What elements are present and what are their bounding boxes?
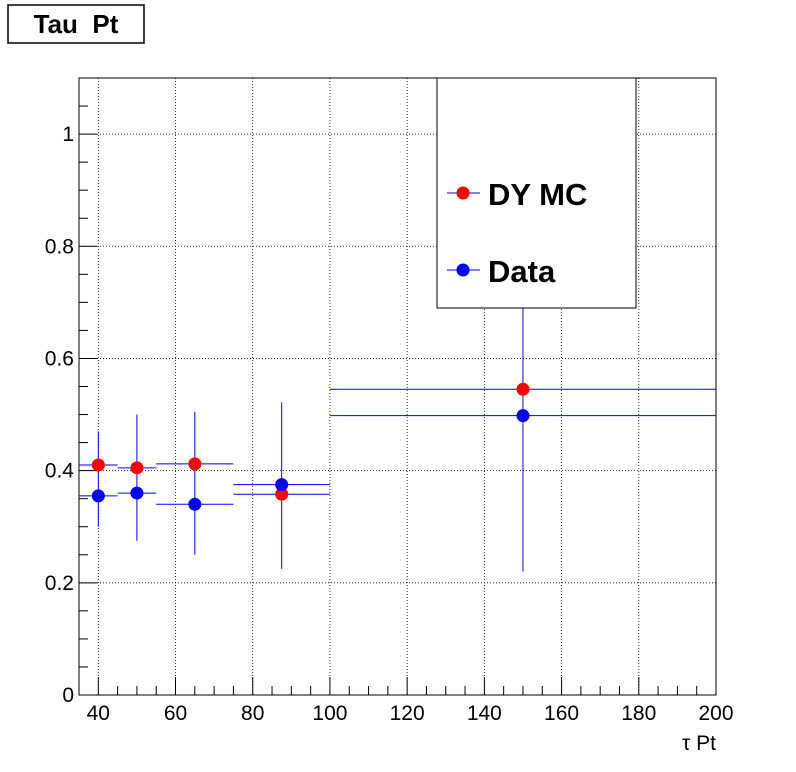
marker-dy-mc [130,461,144,475]
x-axis-title: τ Pt [682,732,716,755]
y-tick-label: 0 [62,684,74,707]
marker-data [275,478,289,492]
marker-data [91,489,105,503]
y-tick-label: 0.6 [45,347,74,370]
marker-data [188,497,202,511]
legend-label-data: Data [488,254,556,289]
y-tick-label: 0.4 [45,460,75,483]
chart-title-box: Tau Pt [7,4,145,44]
marker-data [516,409,530,423]
data-point-data [79,431,118,527]
x-tick-label: 100 [312,702,347,725]
y-tick-label: 1 [62,123,74,146]
y-tick-label: 0.2 [45,572,74,595]
y-tick-label: 0.8 [45,235,74,258]
marker-dy-mc [188,457,202,471]
marker-data [130,486,144,500]
data-point-data [156,411,234,555]
data-point-data [117,414,157,541]
x-tick-label: 180 [621,702,656,725]
axis-ticks: 40 60 80 100 120 140 160 180 200 0 0.2 0.4 0.6 0.8 1 [45,77,734,725]
x-tick-label: 160 [544,702,579,725]
x-tick-label: 140 [467,702,502,725]
x-tick-label: 120 [390,702,425,725]
legend-marker-dy-mc [456,186,470,200]
marker-dy-mc [275,487,289,501]
x-tick-label: 200 [698,702,733,725]
legend-label-dy-mc: DY MC [488,177,587,212]
x-tick-label: 60 [164,702,187,725]
x-tick-label: 40 [87,702,110,725]
legend-marker-data [456,263,470,277]
marker-dy-mc [91,458,105,472]
marker-dy-mc [516,382,530,396]
chart-title: Tau Pt [34,9,119,39]
legend: DY MC Data [436,77,637,309]
x-tick-label: 80 [241,702,264,725]
